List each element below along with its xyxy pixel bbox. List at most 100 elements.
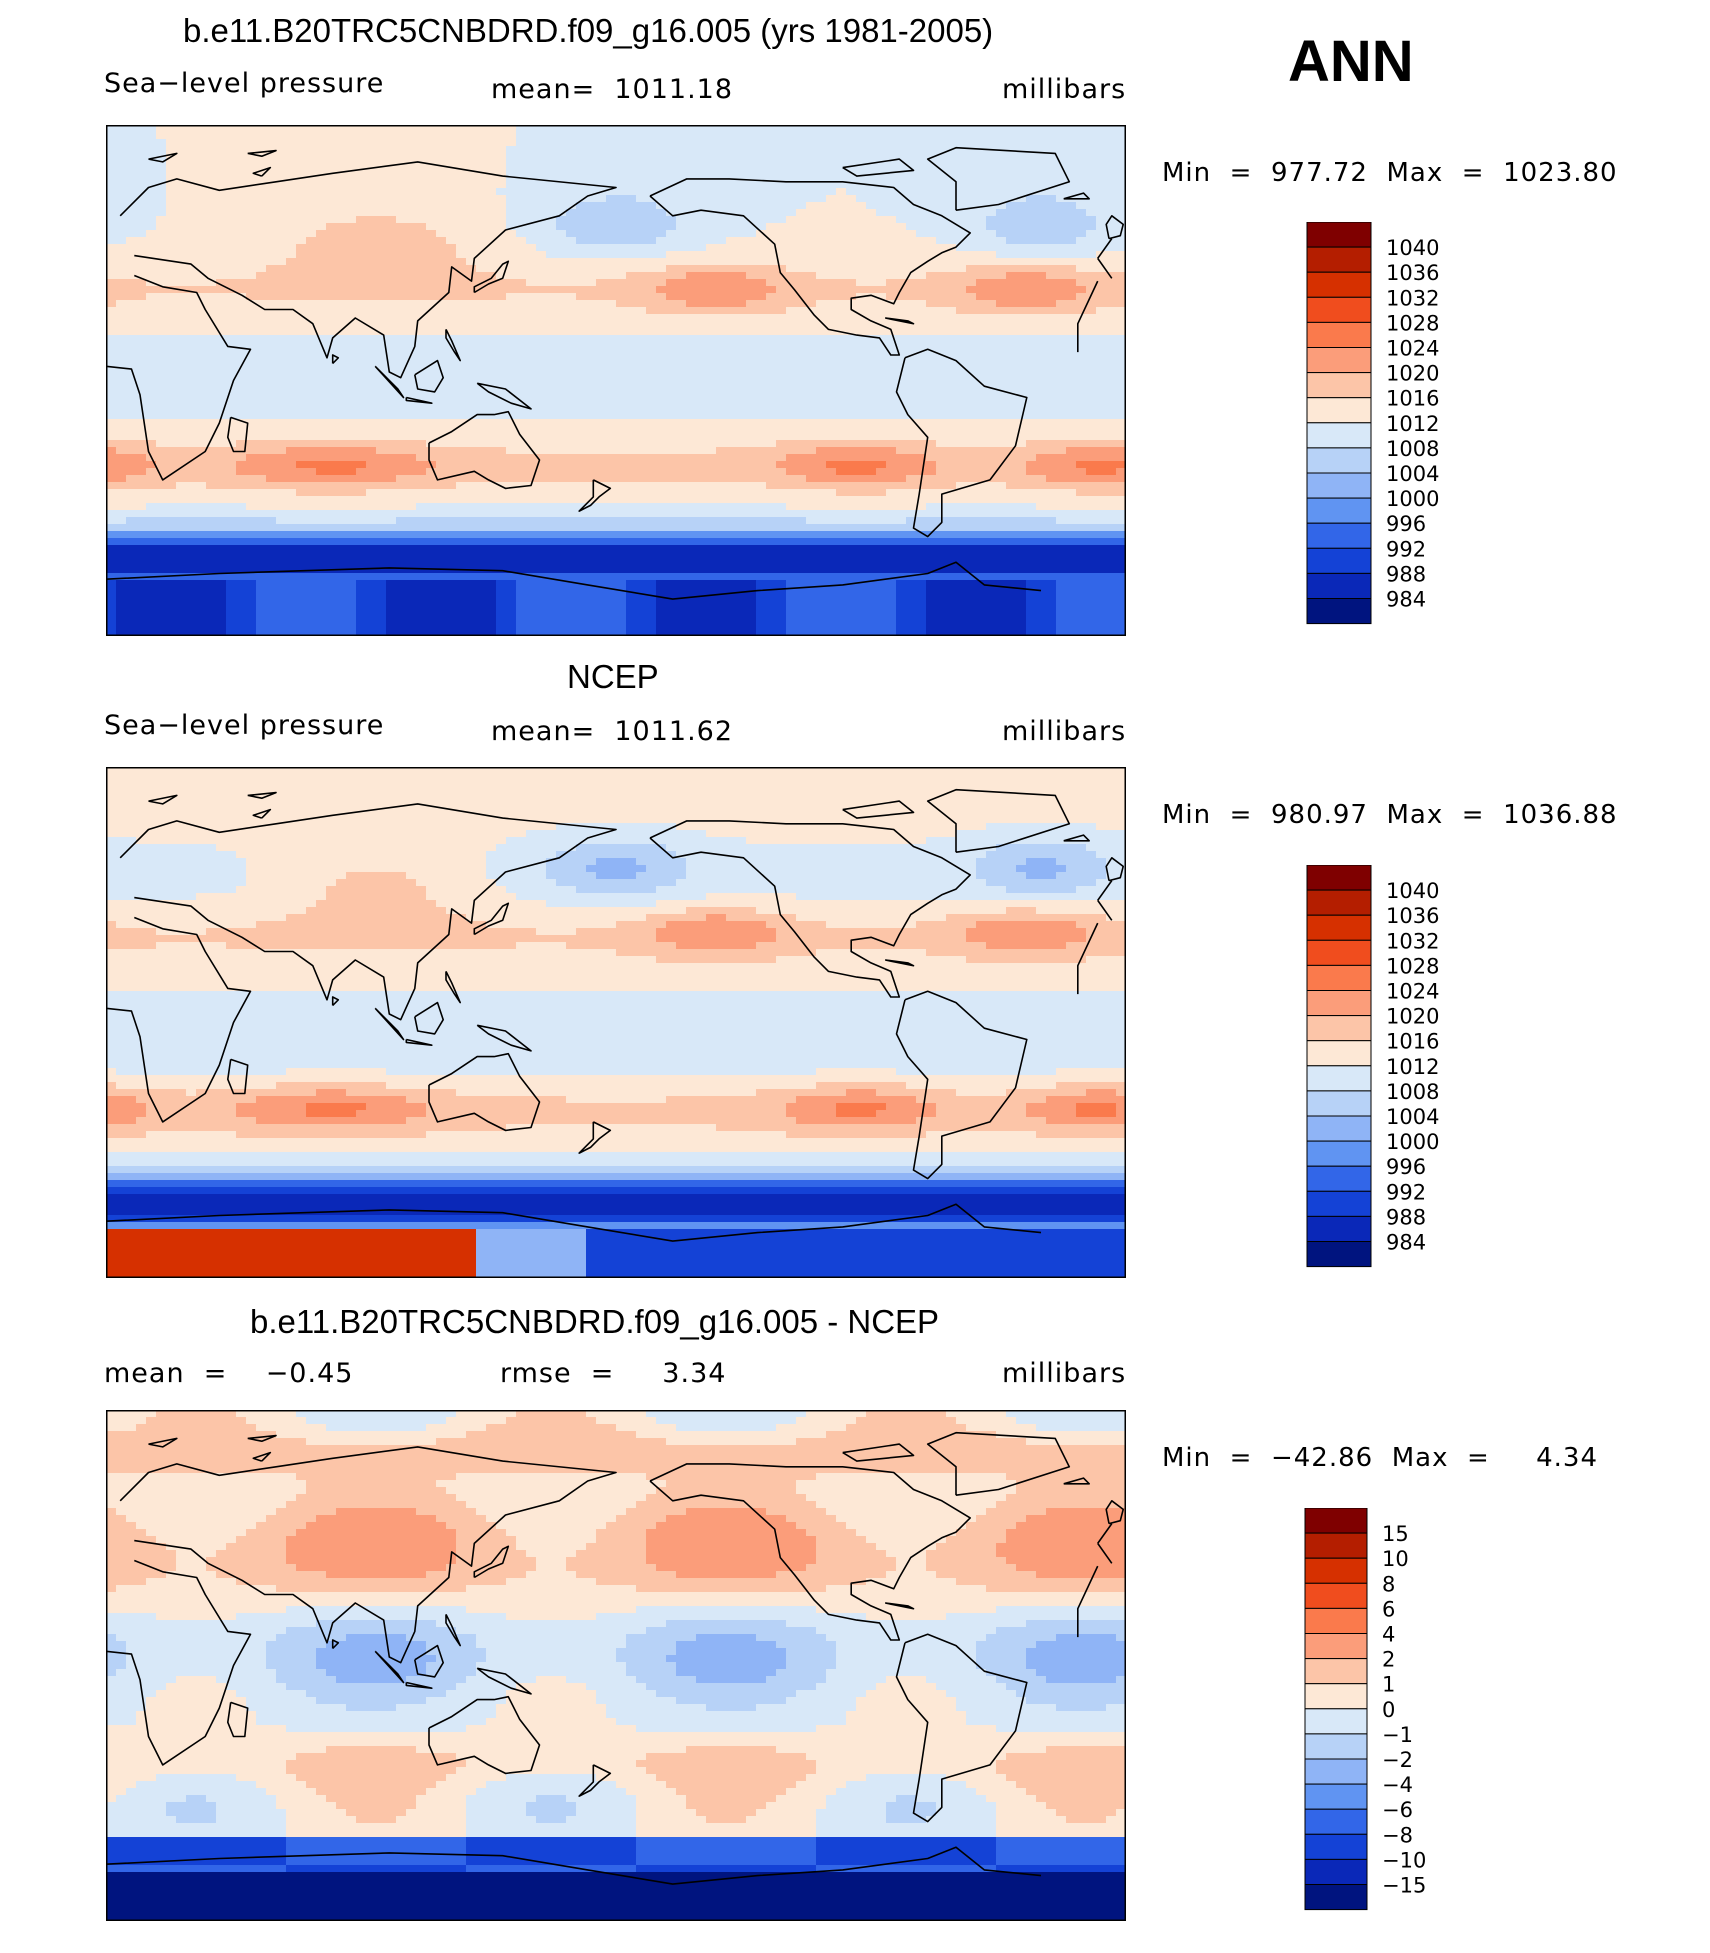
colorbar-swatch xyxy=(1304,1708,1368,1735)
panel-3-mean-label: mean = −0.45 xyxy=(104,1358,353,1389)
colorbar-swatch xyxy=(1304,1658,1368,1685)
colorbar-label: 1024 xyxy=(1386,980,1439,1004)
colorbar-swatch xyxy=(1306,914,1372,941)
colorbar-label: 1000 xyxy=(1386,487,1439,511)
colorbar-label: 0 xyxy=(1382,1698,1395,1722)
colorbar-swatch xyxy=(1306,865,1372,891)
colorbar-swatch xyxy=(1306,1215,1372,1242)
colorbar-label: −6 xyxy=(1382,1798,1413,1822)
colorbar-swatch xyxy=(1304,1884,1368,1911)
panel-2-units-label: millibars xyxy=(1002,716,1126,747)
colorbar-label: 1004 xyxy=(1386,462,1439,486)
colorbar-label: 1028 xyxy=(1386,311,1439,335)
colorbar-swatch xyxy=(1304,1607,1368,1635)
colorbar-label: 1004 xyxy=(1386,1105,1439,1129)
colorbar-swatch xyxy=(1306,964,1372,992)
colorbar-label: 988 xyxy=(1386,562,1426,586)
colorbar-label: 10 xyxy=(1382,1547,1409,1571)
colorbar-label: −15 xyxy=(1382,1874,1426,1898)
colorbar-swatch xyxy=(1304,1858,1368,1885)
colorbar-label: 1020 xyxy=(1386,1005,1439,1029)
colorbar-label: 1000 xyxy=(1386,1130,1439,1154)
colorbar-swatch xyxy=(1304,1582,1368,1609)
colorbar-label: 992 xyxy=(1386,537,1426,561)
panel-2-title: NCEP xyxy=(567,658,659,696)
colorbar-swatch xyxy=(1306,572,1372,599)
colorbar-swatch xyxy=(1306,1040,1372,1067)
map-frame xyxy=(106,125,1126,636)
panel-2-mean-label: mean= 1011.62 xyxy=(491,716,733,747)
panel-1-colorbar: 1040103610321028102410201016101210081004… xyxy=(1306,222,1439,625)
colorbar-swatch xyxy=(1306,939,1372,966)
colorbar-label: 1016 xyxy=(1386,387,1439,411)
colorbar-label: −2 xyxy=(1382,1748,1413,1772)
colorbar-swatch xyxy=(1306,547,1372,574)
colorbar-label: 1012 xyxy=(1386,412,1439,436)
colorbar-label: 996 xyxy=(1386,512,1426,536)
colorbar-swatch xyxy=(1306,1090,1372,1117)
colorbar-swatch xyxy=(1304,1758,1368,1785)
colorbar-swatch xyxy=(1306,222,1372,248)
colorbar-swatch xyxy=(1304,1508,1368,1534)
colorbar-label: 1040 xyxy=(1386,236,1439,260)
colorbar-swatch xyxy=(1306,1241,1372,1268)
colorbar-swatch xyxy=(1306,321,1372,349)
colorbar-swatch xyxy=(1306,1015,1372,1042)
panel-3-map xyxy=(106,1410,1126,1921)
panel-1-map xyxy=(106,125,1126,636)
colorbar-swatch xyxy=(1304,1783,1368,1810)
panel-2-colorbar: 1040103610321028102410201016101210081004… xyxy=(1306,865,1439,1268)
colorbar-swatch xyxy=(1306,347,1372,374)
colorbar-swatch xyxy=(1306,246,1372,273)
colorbar-label: 1040 xyxy=(1386,879,1439,903)
colorbar-swatch xyxy=(1306,990,1372,1017)
map-frame xyxy=(106,767,1126,1278)
panel-3-minmax: Min = −42.86 Max = 4.34 xyxy=(1162,1443,1598,1473)
colorbar-swatch xyxy=(1306,1190,1372,1217)
colorbar-swatch xyxy=(1306,1115,1372,1142)
colorbar-swatch xyxy=(1306,271,1372,298)
colorbar-label: −1 xyxy=(1382,1723,1413,1747)
colorbar-swatch xyxy=(1306,472,1372,499)
colorbar-label: 2 xyxy=(1382,1648,1395,1672)
colorbar-label: 8 xyxy=(1382,1572,1395,1596)
panel-3-rmse-label: rmse = 3.34 xyxy=(500,1358,726,1389)
colorbar-label: 984 xyxy=(1386,1231,1426,1255)
colorbar-label: 992 xyxy=(1386,1180,1426,1204)
panel-1-minmax: Min = 977.72 Max = 1023.80 xyxy=(1162,158,1618,188)
colorbar-label: 1 xyxy=(1382,1673,1395,1697)
colorbar-swatch xyxy=(1306,422,1372,449)
colorbar-label: −4 xyxy=(1382,1773,1413,1797)
colorbar-label: 1008 xyxy=(1386,437,1439,461)
panel-2-map xyxy=(106,767,1126,1278)
colorbar-label: 1028 xyxy=(1386,954,1439,978)
panel-3-title: b.e11.B20TRC5CNBDRD.f09_g16.005 - NCEP xyxy=(250,1303,939,1341)
colorbar-label: 1032 xyxy=(1386,286,1439,310)
contour-fill xyxy=(106,1410,1126,1921)
colorbar-swatch xyxy=(1304,1733,1368,1760)
colorbar-swatch xyxy=(1304,1633,1368,1660)
colorbar-label: 4 xyxy=(1382,1623,1395,1647)
colorbar-swatch xyxy=(1306,296,1372,323)
colorbar-swatch xyxy=(1306,889,1372,916)
colorbar-swatch xyxy=(1306,1140,1372,1167)
map-frame xyxy=(106,1410,1126,1921)
colorbar-swatch xyxy=(1306,598,1372,625)
coastlines xyxy=(106,788,1124,1242)
colorbar-label: 1024 xyxy=(1386,337,1439,361)
panel-2-minmax: Min = 980.97 Max = 1036.88 xyxy=(1162,800,1618,830)
colorbar-label: 1032 xyxy=(1386,929,1439,953)
panel-1-mean-label: mean= 1011.18 xyxy=(491,74,733,105)
colorbar-swatch xyxy=(1306,1065,1372,1092)
colorbar-label: 1008 xyxy=(1386,1080,1439,1104)
colorbar-label: 15 xyxy=(1382,1522,1409,1546)
coastlines xyxy=(106,146,1124,600)
colorbar-label: 6 xyxy=(1382,1597,1395,1621)
colorbar-label: 996 xyxy=(1386,1155,1426,1179)
contour-fill xyxy=(106,125,1126,636)
panel-1-variable-label: Sea−level pressure xyxy=(104,68,384,99)
colorbar-label: 984 xyxy=(1386,588,1426,612)
colorbar-swatch xyxy=(1304,1833,1368,1860)
colorbar-swatch xyxy=(1306,522,1372,549)
colorbar-label: 1012 xyxy=(1386,1055,1439,1079)
